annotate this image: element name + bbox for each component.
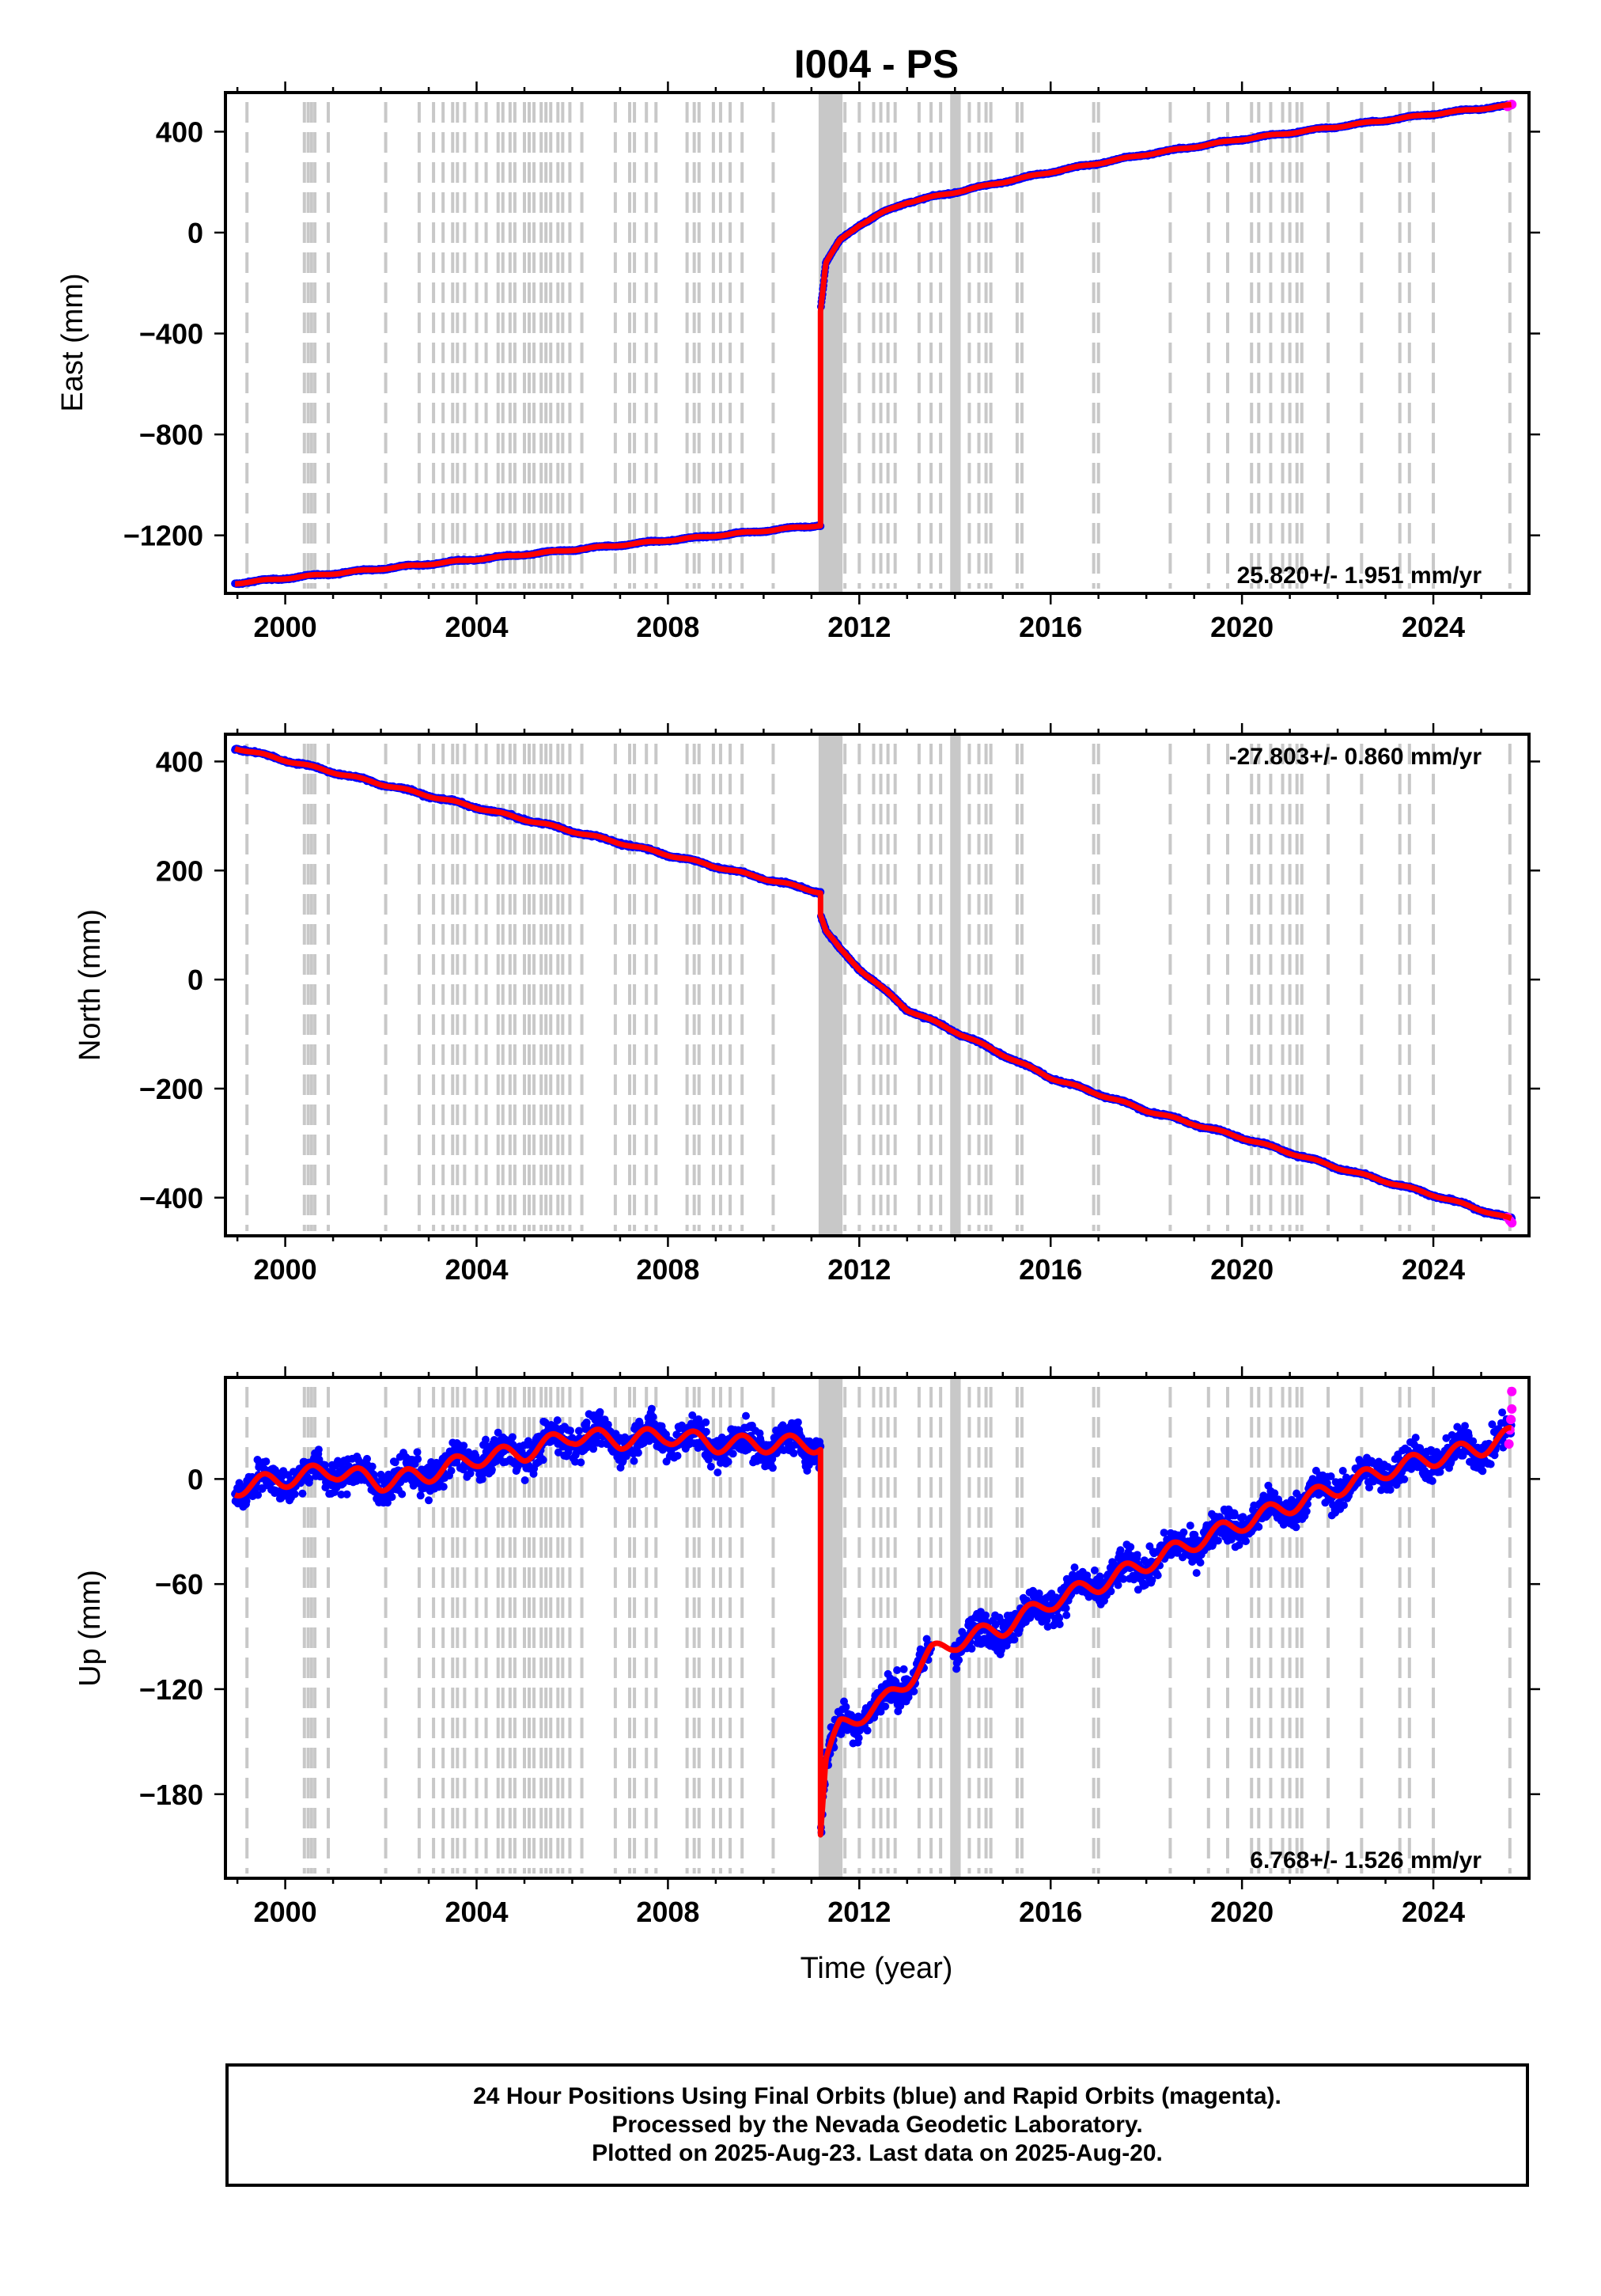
panel-east-frame xyxy=(224,91,1531,595)
dense-event-band xyxy=(818,734,843,1236)
x-tick-label: 2020 xyxy=(1210,611,1274,643)
y-tick-label: 400 xyxy=(156,116,203,148)
panel-east-ylabel: East (mm) xyxy=(56,273,89,411)
y-tick-label: −400 xyxy=(139,318,203,350)
y-tick-label: −1200 xyxy=(123,520,203,552)
dense-event-band xyxy=(950,93,961,593)
panel-east-rate-label: 25.820+/- 1.951 mm/yr xyxy=(1237,563,1482,589)
x-tick-label: 2000 xyxy=(254,611,317,643)
x-tick-label: 2008 xyxy=(636,611,699,643)
x-tick-label: 2024 xyxy=(1402,611,1465,643)
x-tick-label: 2004 xyxy=(445,611,508,643)
y-tick-label: 0 xyxy=(187,217,203,249)
panel-east: 2000 2004 2008 2012 2016 2020 2024 400 0 −400 −800… xyxy=(56,81,1540,643)
x-tick-label: 2012 xyxy=(827,611,891,643)
y-tick-label: −800 xyxy=(139,419,203,451)
dense-event-band xyxy=(950,734,961,1236)
x-tick-label: 2016 xyxy=(1019,611,1082,643)
panel-north: 2000 2004 2008 2012 2016 2020 20244002000−200−… xyxy=(74,723,1540,1286)
chart-title: I004 - PS xyxy=(794,42,959,86)
